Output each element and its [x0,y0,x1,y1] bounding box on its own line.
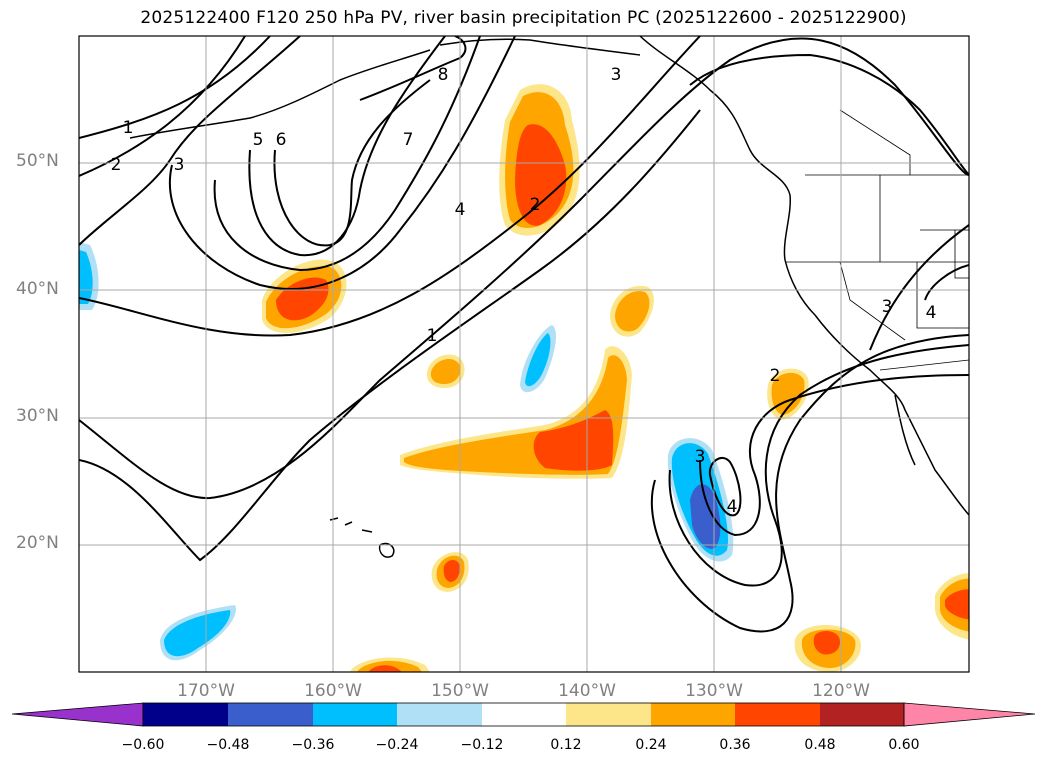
contour-label: 8 [438,65,449,85]
hawaii-islands [329,517,395,558]
lat-label: 50°N [16,151,59,171]
precip-negative-region [164,610,231,657]
contour-label: 5 [253,130,264,150]
contour-label: 7 [403,130,414,150]
contour-label: 3 [695,447,706,467]
lon-label: 130°W [685,681,743,701]
precip-positive-region [443,560,460,582]
colorbar [11,702,1036,727]
contour-label: 4 [926,303,937,323]
colorbar-tick-label: 0.36 [719,737,751,753]
colorbar-segment [820,703,904,726]
alaska-coast [439,38,641,56]
contour-label: 1 [427,326,438,346]
baja-coastline [894,394,916,466]
contour-label: 6 [276,130,287,150]
colorbar-extend-high [903,702,1036,727]
colorbar-segment [566,703,651,726]
pv-contour-a [79,36,701,337]
map-title: 2025122400 F120 250 hPa PV, river basin … [140,8,907,28]
lat-label: 30°N [16,406,59,426]
coastlines [129,36,969,558]
colorbar-tick-label: −0.48 [206,737,250,753]
lon-label: 120°W [812,681,870,701]
contour-label: 4 [727,497,738,517]
colorbar-segment [482,703,566,726]
pv-contour-j [924,264,969,301]
pv-contour-b [79,37,969,500]
precip-positive-region [813,630,840,655]
colorbar-tick-label: 0.24 [635,737,667,753]
precip-positive-region [615,291,650,332]
state-border [954,230,969,279]
colorbar-tick-label: 0.12 [550,737,582,753]
colorbar-segment [228,703,313,726]
contour-label: 4 [455,200,466,220]
precipitation-shading [79,84,969,672]
precip-positive-region [515,124,567,226]
contour-label: 2 [770,366,781,386]
colorbar-segment [651,703,735,726]
precip-negative-region [690,484,721,549]
colorbar-segment [397,703,482,726]
pv-contour-f [668,344,969,587]
contour-label: 3 [882,297,893,317]
precip-positive-region [430,358,461,384]
pv-contour-h [708,456,742,517]
contour-label: 3 [611,65,622,85]
pv-contour-7 [273,79,431,247]
boundaries [785,109,969,371]
precip-negative-region [525,333,551,387]
precip-positive-region [533,410,614,471]
colorbar-tick-label: −0.24 [375,737,419,753]
gridlines [79,36,969,672]
colorbar-segment [735,703,820,726]
state-border [916,262,969,329]
colorbar-extend-low [11,702,144,727]
contour-label: 2 [111,155,122,175]
colorbar-frame [142,702,905,727]
colorbar-tick-label: −0.12 [460,737,504,753]
pv-contour-1 [79,36,271,139]
lat-label: 20°N [16,533,59,553]
colorbar-tick-label: 0.60 [888,737,920,753]
north-america-coastline [639,36,969,516]
contour-label: 1 [123,118,134,138]
pv-contour-c [79,109,701,562]
pv-contour-i [869,224,969,351]
colorbar-tick-label: 0.48 [804,737,836,753]
contour-label: 3 [174,155,185,175]
pv-contour-5 [213,36,481,272]
colorbar-tick-label: −0.36 [291,737,335,753]
pv-contour-3 [79,36,301,246]
lon-label: 150°W [431,681,489,701]
canada-province [839,109,911,175]
precip-positive-region [368,665,402,672]
lat-label: 40°N [16,279,59,299]
pv-contour-e [650,334,969,633]
lon-label: 170°W [177,681,235,701]
aleutian-islands [129,49,431,139]
pv-contour-2 [79,36,246,177]
pv-contours [79,36,969,633]
lon-label: 160°W [304,681,362,701]
pv-contour-g [699,374,969,537]
mexico-border [879,359,969,371]
state-border [839,261,906,341]
map-frame [78,35,970,673]
lon-label: 140°W [558,681,616,701]
contour-label: 2 [530,195,541,215]
colorbar-tick-label: −0.60 [121,737,165,753]
pv-contour-d [689,53,969,176]
colorbar-segment [313,703,397,726]
precip-positive-region [945,589,969,620]
colorbar-segment [143,703,228,726]
